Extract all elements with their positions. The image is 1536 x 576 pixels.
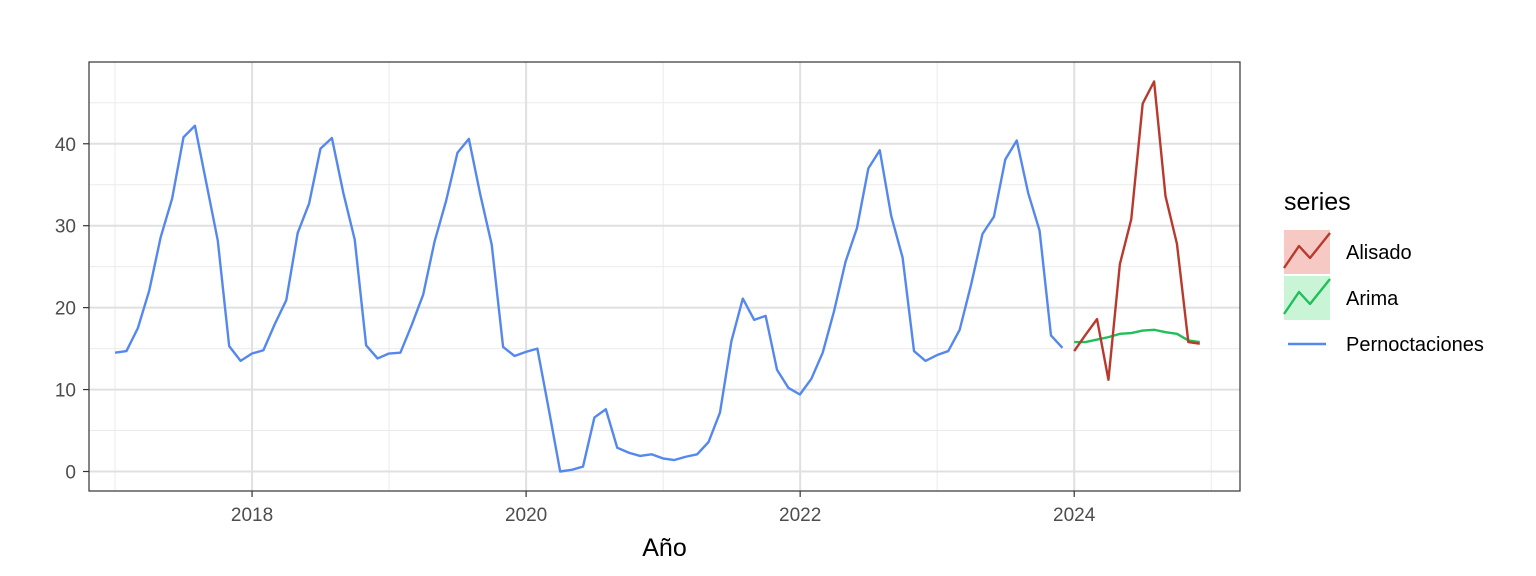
series-line-alisado (1073, 80, 1200, 381)
series-line-pernoctaciones (114, 124, 1064, 473)
x-tick-label: 2022 (779, 505, 821, 526)
y-axis: 0 10 20 30 40 (55, 135, 89, 484)
legend-label-alisado: Alisado (1346, 242, 1412, 264)
x-tick-label: 2024 (1053, 505, 1096, 526)
legend: series Alisado Arima Pernoctaciones (1283, 188, 1484, 356)
legend-label-arima: Arima (1346, 288, 1399, 310)
legend-title: series (1284, 188, 1351, 216)
legend-key-line-arima (1283, 278, 1331, 315)
x-axis-title: Año (642, 534, 686, 562)
legend-label-pernoctaciones: Pernoctaciones (1346, 334, 1484, 356)
y-tick-label: 0 (65, 463, 76, 484)
grid (89, 62, 1240, 491)
y-tick-label: 30 (55, 217, 76, 238)
y-tick-label: 20 (55, 299, 76, 320)
series-layer (114, 80, 1200, 473)
legend-key-fill-arima (1284, 276, 1330, 320)
series-line-arima (1074, 328, 1200, 344)
x-tick-label: 2020 (505, 505, 547, 526)
legend-key-line-alisado (1283, 232, 1331, 269)
y-tick-label: 40 (55, 135, 76, 156)
panel-border (88, 61, 1241, 492)
legend-key-fill-alisado (1284, 230, 1330, 274)
y-tick-label: 10 (55, 381, 76, 402)
x-axis: 2018 2020 2022 2024 (231, 491, 1096, 526)
x-tick-label: 2018 (231, 505, 273, 526)
